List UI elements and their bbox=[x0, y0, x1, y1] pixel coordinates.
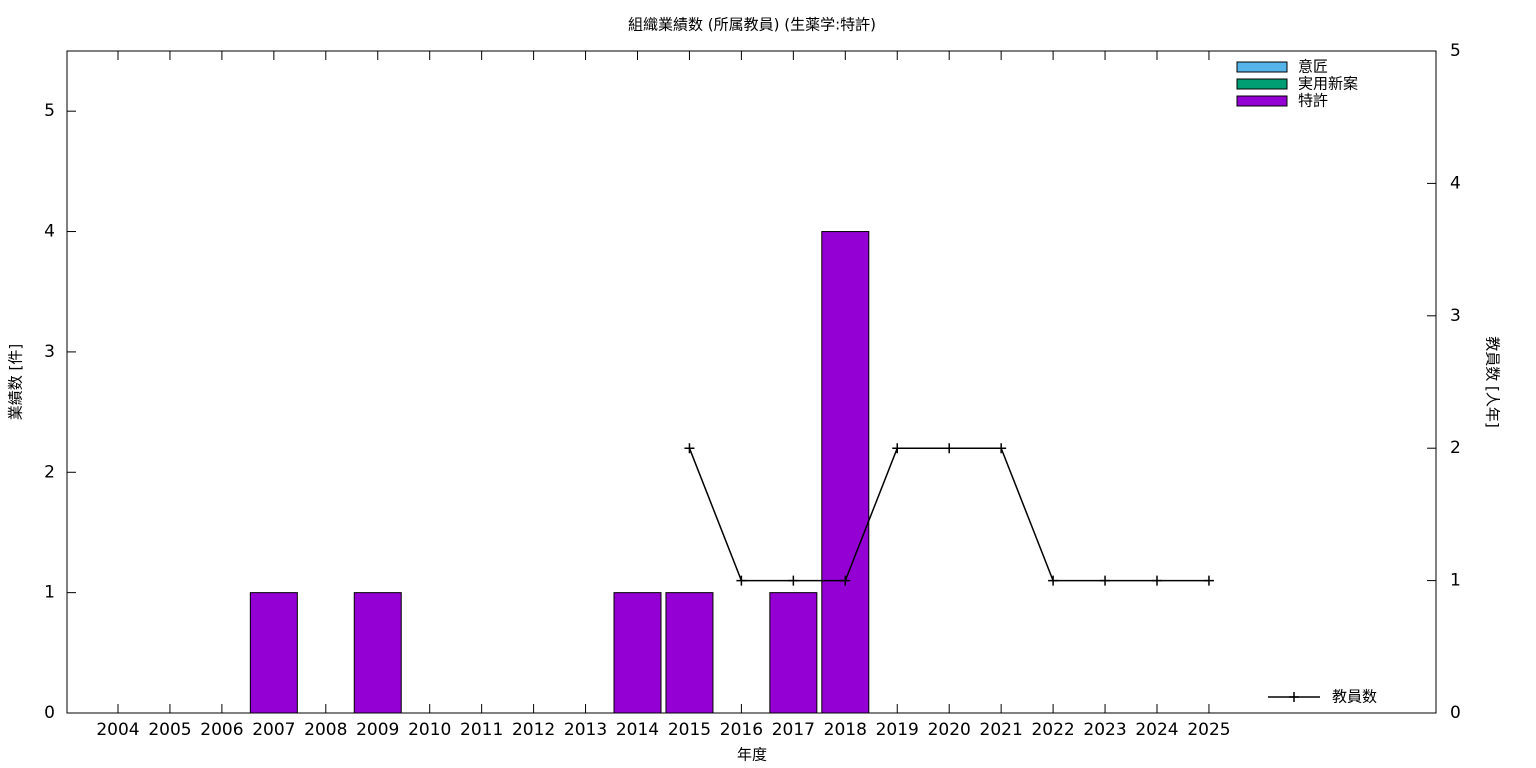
legend-label: 意匠 bbox=[1298, 58, 1328, 76]
point bbox=[944, 443, 955, 454]
legend-label: 特許 bbox=[1298, 92, 1328, 110]
point bbox=[1048, 575, 1059, 586]
bar bbox=[249, 592, 298, 714]
y2-axis-label: 教員数 [人年] bbox=[1484, 336, 1502, 427]
y2-tick-label: 1 bbox=[1450, 571, 1461, 591]
point bbox=[788, 575, 799, 586]
legend-swatch bbox=[1236, 61, 1288, 73]
x-tick-label: 2015 bbox=[668, 720, 711, 740]
x-tick-label: 2012 bbox=[512, 720, 555, 740]
x-tick-label: 2019 bbox=[876, 720, 919, 740]
point bbox=[1100, 575, 1111, 586]
x-tick-label: 2008 bbox=[304, 720, 347, 740]
line bbox=[688, 447, 1209, 582]
x-tick-label: 2017 bbox=[772, 720, 815, 740]
x-tick-label: 2018 bbox=[824, 720, 867, 740]
y-tick-label: 3 bbox=[44, 342, 55, 362]
y-tick-label: 1 bbox=[44, 583, 55, 603]
y-tick-label: 4 bbox=[44, 222, 55, 242]
x-tick-label: 2011 bbox=[460, 720, 503, 740]
x-tick-label: 2021 bbox=[980, 720, 1023, 740]
y-tick-label: 0 bbox=[44, 703, 55, 723]
y2-tick-label: 5 bbox=[1450, 41, 1461, 61]
point bbox=[840, 575, 851, 586]
x-tick-label: 2013 bbox=[564, 720, 607, 740]
x-tick-label: 2022 bbox=[1031, 720, 1074, 740]
y2-tick-label: 2 bbox=[1450, 438, 1461, 458]
x-tick-label: 2010 bbox=[408, 720, 451, 740]
x-tick-label: 2009 bbox=[356, 720, 399, 740]
x-tick-label: 2024 bbox=[1135, 720, 1178, 740]
point bbox=[996, 443, 1007, 454]
point bbox=[1152, 575, 1162, 586]
x-tick-label: 2016 bbox=[720, 720, 763, 740]
x-tick-label: 2005 bbox=[148, 720, 191, 740]
legend-swatch bbox=[1236, 95, 1288, 107]
x-tick-label: 2014 bbox=[616, 720, 659, 740]
bar bbox=[353, 592, 402, 714]
bar bbox=[821, 231, 870, 714]
x-tick-label: 2023 bbox=[1083, 720, 1126, 740]
point bbox=[736, 575, 747, 586]
x-tick-label: 2007 bbox=[252, 720, 295, 740]
y-axis-label: 業績数 [件] bbox=[7, 344, 25, 420]
point bbox=[892, 443, 903, 454]
legend-swatch bbox=[1236, 78, 1288, 90]
bar bbox=[769, 592, 818, 714]
x-tick-label: 2025 bbox=[1187, 720, 1230, 740]
legend-label: 実用新案 bbox=[1298, 75, 1358, 93]
x-axis-label: 年度 bbox=[737, 746, 767, 764]
y2-tick-label: 4 bbox=[1450, 173, 1461, 193]
point bbox=[1203, 575, 1214, 586]
bar bbox=[613, 592, 662, 714]
x-tick-label: 2020 bbox=[928, 720, 971, 740]
y-tick-label: 5 bbox=[44, 101, 55, 121]
chart-title: 組織業績数 (所属教員) (生薬学:特許) bbox=[628, 16, 876, 34]
y2-tick-label: 0 bbox=[1450, 703, 1461, 723]
y2-tick-label: 3 bbox=[1450, 306, 1461, 326]
x-tick-label: 2006 bbox=[200, 720, 243, 740]
bar bbox=[665, 592, 714, 714]
point bbox=[684, 443, 695, 454]
legend-point bbox=[1289, 692, 1299, 702]
plot-frame bbox=[66, 50, 1437, 714]
x-tick-label: 2004 bbox=[96, 720, 139, 740]
legend-label: 教員数 bbox=[1332, 688, 1377, 706]
y-tick-label: 2 bbox=[44, 462, 55, 482]
